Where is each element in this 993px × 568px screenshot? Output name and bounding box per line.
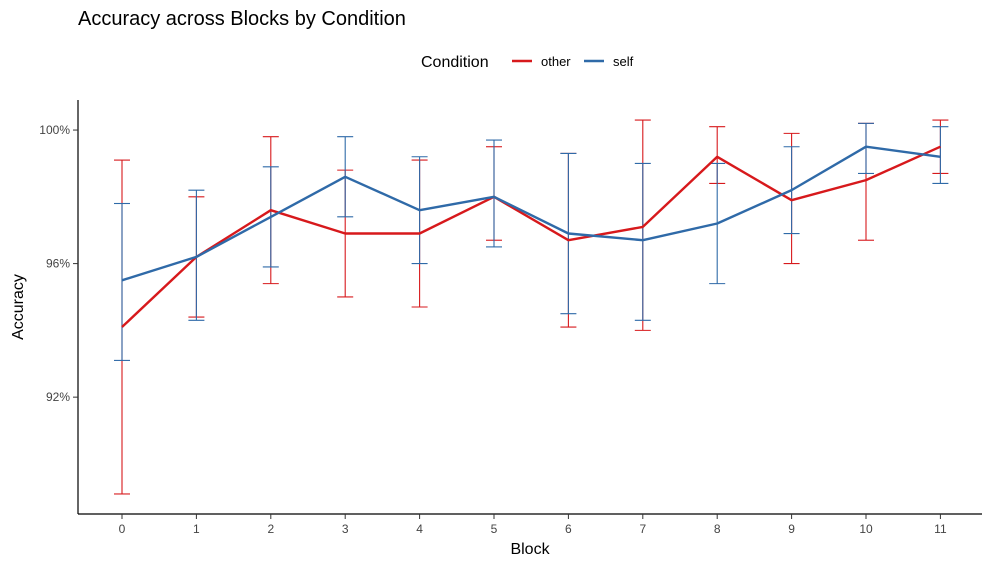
legend-label-self: self (613, 54, 634, 69)
x-tick-label: 6 (565, 522, 572, 536)
x-axis-title: Block (510, 541, 550, 558)
x-tick-label: 11 (934, 522, 947, 536)
y-tick-label: 100% (39, 123, 70, 137)
y-tick-label: 92% (46, 390, 70, 404)
series-line-self (121, 145, 941, 282)
x-tick-label: 1 (193, 522, 200, 536)
chart-title: Accuracy across Blocks by Condition (78, 8, 406, 30)
error-bar (932, 126, 949, 185)
error-bar (114, 202, 130, 361)
y-axis-title: Accuracy (10, 274, 27, 340)
x-ticks: 0 1 2 3 4 5 6 7 8 9 10 11 (119, 514, 947, 536)
y-ticks: 92% 96% 100% (39, 123, 78, 404)
x-tick-label: 2 (267, 522, 274, 536)
x-tick-label: 9 (788, 522, 795, 536)
x-tick-label: 3 (342, 522, 349, 536)
legend-title: Condition (421, 54, 489, 71)
x-tick-label: 7 (639, 522, 646, 536)
legend: Condition other self (421, 54, 634, 71)
x-tick-label: 5 (491, 522, 498, 536)
error-bar (486, 139, 502, 248)
error-bar (188, 189, 205, 321)
plot-area (114, 119, 949, 495)
x-tick-label: 4 (416, 522, 423, 536)
error-bars-self (114, 122, 949, 361)
series-line-other (121, 145, 941, 328)
y-tick-label: 96% (46, 257, 70, 271)
legend-label-other: other (541, 54, 571, 69)
error-bar (634, 162, 651, 321)
x-tick-label: 0 (119, 522, 126, 536)
x-tick-label: 8 (714, 522, 721, 536)
error-bars-other (114, 119, 949, 495)
x-tick-label: 10 (859, 522, 873, 536)
error-bar (858, 122, 874, 175)
